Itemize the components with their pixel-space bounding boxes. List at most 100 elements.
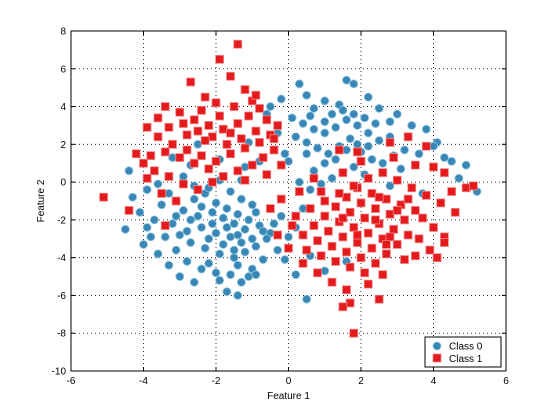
class-0-point [160,232,170,242]
class-1-point [356,253,366,263]
class-0-point [262,234,272,244]
class-1-point [371,215,380,225]
class-1-point [334,145,344,155]
class-0-point [218,213,228,223]
class-0-point [392,109,402,119]
class-0-point [171,211,181,221]
class-1-point [251,126,261,136]
class-0-point [349,162,359,172]
class-0-point [374,104,384,113]
class-0-point [367,155,377,164]
class-0-point [142,185,152,195]
class-1-point [284,243,293,253]
class-1-point [269,145,279,155]
class-1-point [313,236,322,246]
class-0-point [139,240,148,249]
class-1-point [385,209,395,219]
class-1-point [200,92,210,102]
class-1-point [345,262,355,272]
y-tick-label: 0 [60,178,66,189]
class-0-point [226,232,235,242]
class-1-point [371,204,380,213]
class-0-point [342,145,351,155]
class-0-point [247,234,257,244]
class-0-point [276,94,286,104]
class-1-point [244,111,254,121]
class-1-point [211,156,221,166]
class-0-point [200,243,210,253]
class-1-point [461,183,471,193]
class-0-point [349,79,359,89]
class-1-point [418,213,428,223]
class-0-point [244,272,254,281]
class-0-point [168,153,177,162]
class-0-point [226,187,235,196]
class-0-point [186,215,196,225]
y-tick-label: -8 [57,329,66,340]
class-0-point [211,228,221,238]
class-0-point [178,206,188,215]
class-1-point [258,153,268,162]
x-tick-label: 6 [503,376,509,387]
class-1-point [153,113,163,123]
class-0-point [309,124,319,134]
class-1-point [356,156,366,166]
legend-label-class-0: Class 0 [449,342,483,353]
class-0-point [197,202,206,212]
class-0-point [215,275,225,285]
class-1-point [410,251,420,261]
class-0-point [175,230,185,240]
class-1-point [421,141,431,151]
class-1-point [349,181,359,191]
class-1-point [265,204,275,213]
class-0-point [320,96,330,106]
class-1-point [313,268,322,278]
class-0-point [222,204,232,213]
class-0-point [331,155,341,164]
class-1-point [407,183,417,193]
class-0-point [331,122,341,132]
class-1-point [142,173,152,183]
class-1-point [99,192,109,202]
class-1-point [164,172,174,181]
class-1-point [389,153,399,162]
class-1-point [360,268,370,278]
class-0-point [302,90,312,100]
class-1-point [207,132,217,142]
class-0-point [273,245,283,255]
class-0-point [193,211,203,221]
class-0-point [284,232,293,242]
class-1-point [298,258,308,268]
class-1-point [229,102,239,111]
class-0-point [164,260,174,270]
class-1-point [381,240,391,249]
class-1-point [200,136,210,145]
class-1-point [320,211,330,221]
class-1-point [291,211,301,221]
class-0-point [342,115,351,125]
class-1-point [342,192,351,202]
class-1-point [160,147,170,157]
class-0-point [182,226,192,236]
class-0-point [374,136,384,145]
class-0-point [320,128,330,138]
class-0-point [233,230,243,240]
class-1-point [255,104,264,113]
class-1-point [392,175,402,185]
class-1-point [356,198,366,208]
class-1-point [251,90,261,100]
class-1-point [197,151,206,161]
class-1-point [204,164,214,174]
class-1-point [374,192,384,202]
class-0-point [305,185,315,195]
class-1-point [240,175,250,185]
class-0-point [189,194,199,204]
class-0-point [251,207,261,217]
class-1-point [186,77,196,87]
class-0-point [222,223,232,232]
data-points [99,39,482,338]
class-0-point [305,111,315,121]
class-0-point [233,260,243,270]
class-0-point [207,207,217,217]
class-0-point [233,209,243,219]
